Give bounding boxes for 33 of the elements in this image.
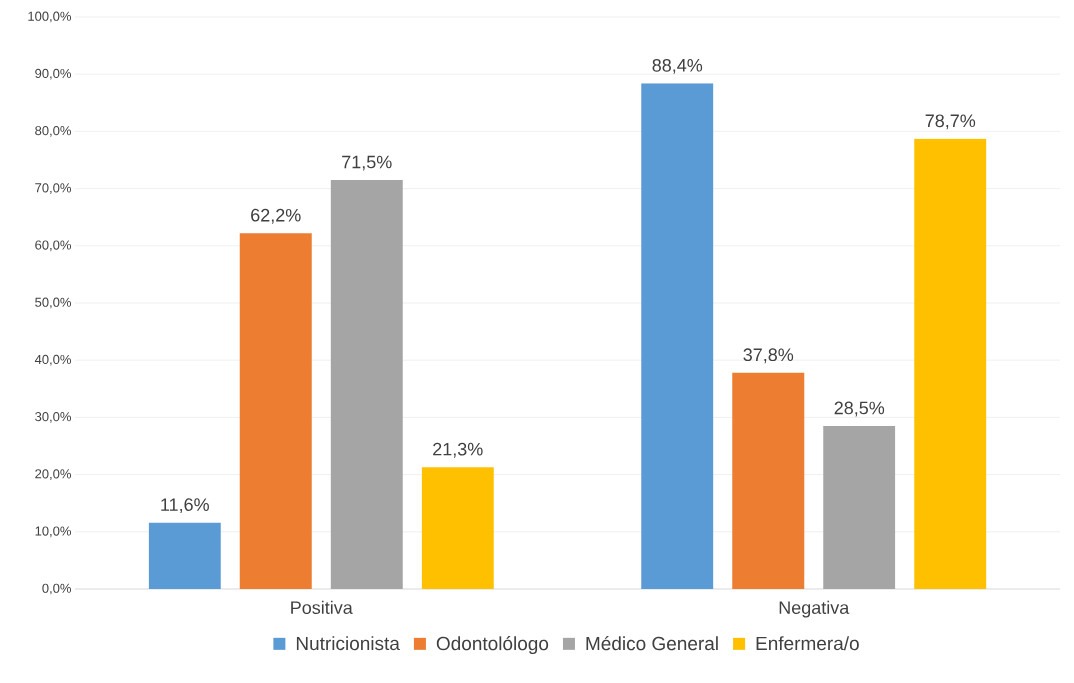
data-label: 88,4% [652, 58, 703, 74]
data-label: 11,6% [161, 498, 209, 514]
bar [914, 138, 987, 589]
data-label: 21,3% [433, 442, 483, 458]
bar [823, 425, 896, 589]
y-tick-label: 80,0% [35, 126, 72, 137]
y-tick-label: 20,0% [35, 469, 72, 480]
y-tick-label: 70,0% [35, 183, 72, 194]
y-tick-label: 10,0% [35, 526, 72, 538]
y-tick-label: 50,0% [35, 297, 72, 309]
x-tick-label: Positiva [291, 600, 353, 615]
y-tick-label: 90,0% [35, 68, 72, 80]
y-tick-label: 60,0% [35, 240, 72, 252]
legend-label: Médico General [586, 636, 718, 651]
bar [239, 233, 312, 589]
legend-label: Enfermera/o [756, 636, 859, 651]
y-tick-label: 40,0% [34, 354, 72, 366]
bar [641, 83, 714, 589]
data-label: 62,2% [251, 208, 301, 224]
data-label: 28,5% [834, 401, 885, 417]
bar [732, 372, 805, 589]
y-tick-label: 100,0% [28, 11, 72, 23]
y-tick-label: 30,0% [35, 412, 72, 423]
legend-label: Nutricionista [296, 636, 400, 651]
y-tick-label: 0,0% [42, 583, 72, 595]
data-label: 78,7% [925, 114, 976, 130]
legend-label: Odontolólogo [436, 636, 549, 655]
bar [330, 180, 403, 589]
bar [421, 467, 494, 589]
data-label: 71,5% [342, 155, 392, 171]
x-tick-label: Negativa [779, 600, 850, 618]
data-label: 37,8% [743, 348, 794, 364]
bar [148, 522, 221, 589]
